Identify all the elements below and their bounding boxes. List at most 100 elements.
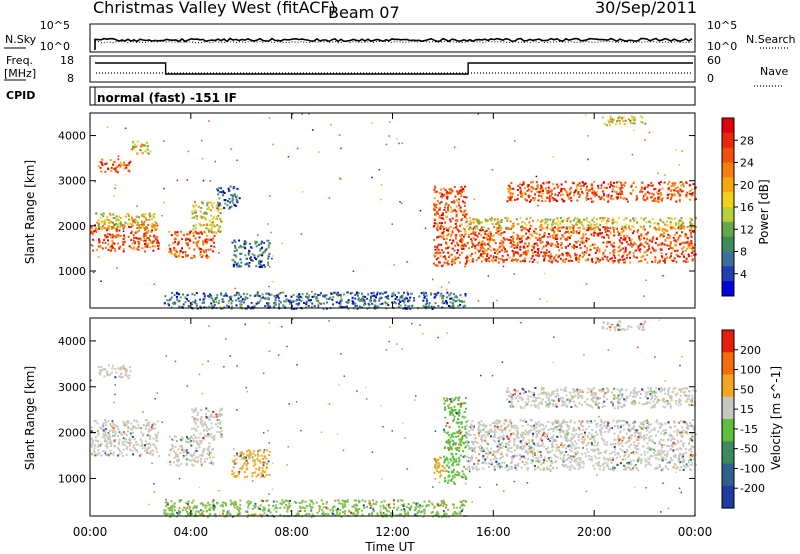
echo-cell <box>110 228 113 230</box>
echo-cell <box>487 275 490 277</box>
echo-cell <box>267 255 270 258</box>
echo-cell <box>431 511 434 513</box>
echo-cell <box>190 427 193 430</box>
echo-cell <box>219 230 221 233</box>
echo-cell <box>515 260 518 263</box>
echo-cell <box>465 407 467 410</box>
echo-cell <box>459 440 462 443</box>
echo-cell <box>213 304 216 307</box>
echo-cell <box>459 206 462 209</box>
echo-cell <box>280 503 283 506</box>
echo-cell <box>106 235 109 238</box>
echo-cell <box>139 438 142 441</box>
echo-cell <box>618 192 621 195</box>
echo-cell <box>113 424 116 426</box>
echo-cell <box>106 443 109 445</box>
echo-cell <box>593 180 596 183</box>
echo-cell <box>673 184 676 187</box>
echo-cell <box>448 245 451 248</box>
echo-cell <box>619 193 622 196</box>
echo-cell <box>581 240 584 243</box>
echo-cell <box>110 245 113 248</box>
echo-cell <box>543 272 546 275</box>
echo-cell <box>93 224 96 227</box>
echo-cell <box>646 242 649 245</box>
echo-cell <box>455 237 457 240</box>
echo-cell <box>605 124 608 127</box>
echo-cell <box>669 221 672 224</box>
echo-cell <box>112 225 115 228</box>
echo-cell <box>92 271 95 274</box>
echo-cell <box>446 197 449 200</box>
echo-cell <box>151 453 154 456</box>
echo-cell <box>109 212 112 215</box>
echo-cell <box>621 255 624 258</box>
echo-cell <box>146 237 149 240</box>
echo-cell <box>678 219 681 222</box>
echo-cell <box>229 206 231 209</box>
echo-cell <box>212 231 215 234</box>
echo-cell <box>236 505 239 508</box>
echo-cell <box>605 222 608 225</box>
echo-cell <box>556 241 558 243</box>
echo-cell <box>658 198 661 201</box>
echo-cell <box>689 221 692 224</box>
echo-cell <box>503 250 506 253</box>
echo-cell <box>592 216 595 219</box>
echo-cell <box>217 228 220 231</box>
echo-cell <box>234 247 237 249</box>
echo-cell <box>541 227 544 230</box>
echo-cell <box>119 161 122 164</box>
echo-cell <box>634 217 637 220</box>
echo-cell <box>666 196 669 199</box>
echo-cell <box>141 221 144 224</box>
echo-cell <box>524 250 527 253</box>
echo-cell <box>195 506 198 509</box>
echo-cell <box>140 145 142 148</box>
echo-cell <box>542 245 545 248</box>
echo-cell <box>390 512 392 515</box>
echo-cell <box>513 199 516 201</box>
echo-cell <box>391 295 394 298</box>
echo-cell <box>470 238 473 241</box>
echo-cell <box>304 507 307 510</box>
echo-cell <box>637 260 640 263</box>
echo-cell <box>455 199 458 202</box>
echo-cell <box>233 254 236 256</box>
echo-cell <box>285 298 288 301</box>
echo-cell <box>486 253 489 255</box>
echo-cell <box>466 221 469 224</box>
echo-cell <box>208 230 210 233</box>
echo-cell <box>673 189 676 192</box>
echo-cell <box>241 466 244 469</box>
echo-cell <box>684 235 687 238</box>
echo-cell <box>602 181 605 184</box>
echo-cell <box>91 232 94 235</box>
echo-cell <box>511 240 514 242</box>
echo-cell <box>330 293 333 295</box>
echo-cell <box>173 249 176 252</box>
echo-cell <box>441 236 444 239</box>
echo-cell <box>583 253 586 256</box>
echo-cell <box>499 220 502 223</box>
echo-cell <box>501 231 504 234</box>
echo-cell <box>618 258 621 261</box>
echo-cell <box>470 240 473 242</box>
echo-cell <box>443 261 446 264</box>
echo-cell <box>590 184 592 187</box>
echo-cell <box>567 217 570 220</box>
echo-cell <box>551 259 554 262</box>
echo-cell <box>145 141 148 144</box>
echo-cell <box>676 238 679 241</box>
echo-cell <box>231 241 234 244</box>
echo-cell <box>449 187 452 190</box>
echo-cell <box>195 429 198 432</box>
echo-cell <box>186 294 189 297</box>
echo-cell <box>250 246 252 249</box>
echo-cell <box>185 298 188 301</box>
echo-cell <box>453 186 456 188</box>
echo-cell <box>486 233 488 236</box>
echo-cell <box>603 122 606 125</box>
echo-cell <box>647 245 650 248</box>
echo-cell <box>253 295 256 298</box>
